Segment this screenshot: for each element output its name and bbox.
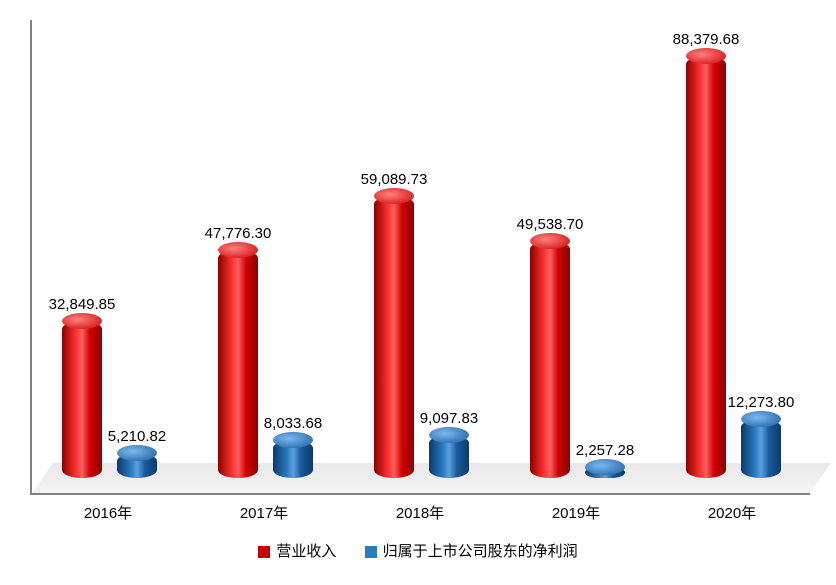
plot-area: 32,849.85 5,210.82 47,776.30 8,033.68 59,089… (30, 20, 810, 495)
bar-profit: 2,257.28 (585, 467, 625, 478)
value-label: 12,273.80 (728, 394, 795, 411)
bar-profit: 9,097.83 (429, 435, 469, 478)
legend-swatch-revenue (258, 546, 270, 558)
value-label: 32,849.85 (49, 296, 116, 313)
legend-label-profit: 归属于上市公司股东的净利润 (383, 543, 578, 560)
x-tick-label: 2017年 (186, 502, 342, 523)
x-tick-label: 2018年 (342, 502, 498, 523)
x-tick-label: 2016年 (30, 502, 186, 523)
x-tick-label: 2020年 (654, 502, 810, 523)
value-label: 88,379.68 (673, 31, 740, 48)
legend-swatch-profit (365, 546, 377, 558)
value-label: 49,538.70 (517, 216, 584, 233)
value-label: 2,257.28 (576, 442, 634, 459)
x-axis: 2016年2017年2018年2019年2020年 (30, 502, 810, 530)
x-tick-label: 2019年 (498, 502, 654, 523)
value-label: 59,089.73 (361, 171, 428, 188)
bar-revenue: 47,776.30 (218, 250, 258, 478)
bar-revenue: 32,849.85 (62, 321, 102, 478)
revenue-profit-chart: 32,849.85 5,210.82 47,776.30 8,033.68 59,089… (10, 10, 826, 575)
bar-revenue: 59,089.73 (374, 196, 414, 478)
legend-item-revenue: 营业收入 (258, 540, 336, 561)
legend: 营业收入 归属于上市公司股东的净利润 (10, 540, 826, 561)
value-label: 9,097.83 (420, 410, 478, 427)
bar-revenue: 49,538.70 (530, 241, 570, 478)
legend-item-profit: 归属于上市公司股东的净利润 (365, 540, 578, 561)
bar-revenue: 88,379.68 (686, 56, 726, 478)
value-label: 8,033.68 (264, 415, 322, 432)
legend-label-revenue: 营业收入 (276, 543, 336, 560)
bar-profit: 5,210.82 (117, 453, 157, 478)
value-label: 47,776.30 (205, 225, 272, 242)
bar-profit: 12,273.80 (741, 419, 781, 478)
bar-profit: 8,033.68 (273, 440, 313, 478)
value-label: 5,210.82 (108, 428, 166, 445)
